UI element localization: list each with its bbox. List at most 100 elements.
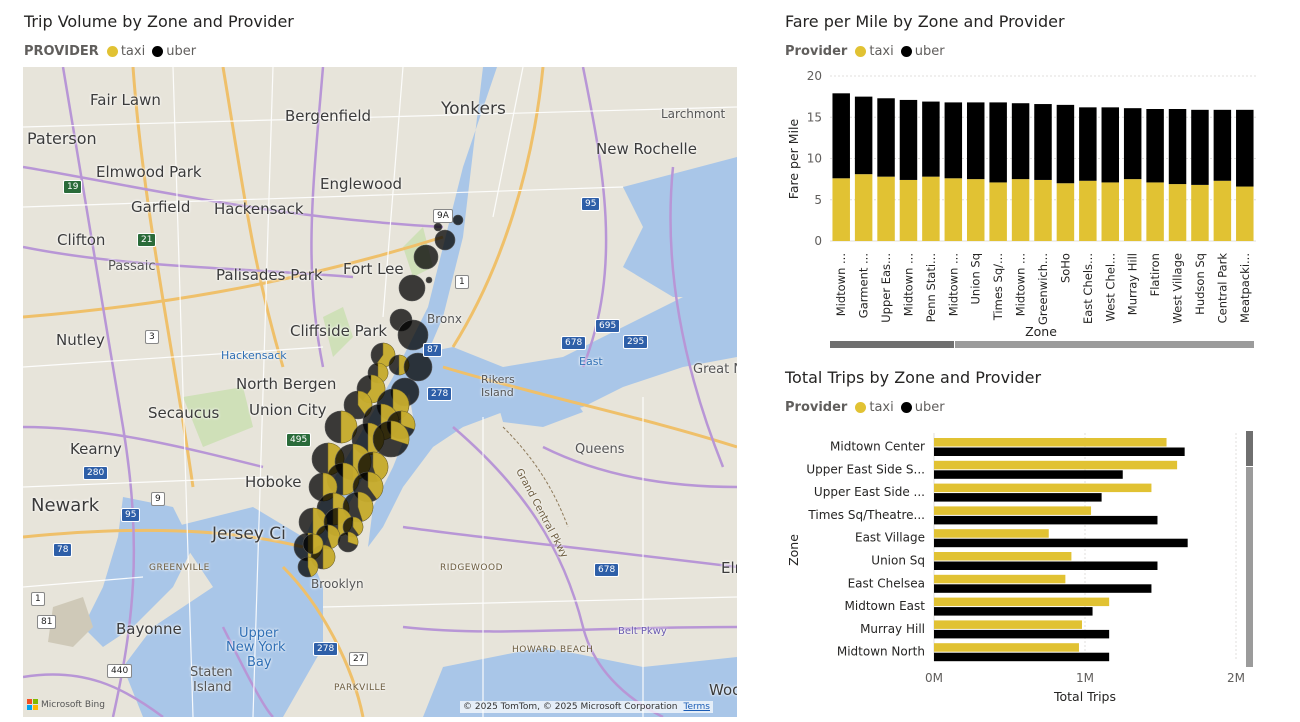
route-shield: 280 [83,466,109,480]
trips-bar-uber[interactable] [934,493,1102,502]
trips-bar-uber[interactable] [934,607,1093,616]
fare-bar-uber[interactable] [1079,107,1097,181]
trips-bar-uber[interactable] [934,652,1110,662]
fare-chart[interactable]: 0 5 10 15 20 Midtown ... Garment ... Upper Eas.… [780,64,1280,354]
fare-bar-uber[interactable] [1034,104,1052,180]
trips-bar-uber[interactable] [934,515,1158,525]
fare-bar-taxi[interactable] [1236,186,1254,241]
map-label-fair-lawn: Fair Lawn [90,91,161,109]
fare-bar-uber[interactable] [1213,109,1232,181]
fare-bar-uber[interactable] [877,98,895,177]
fare-bar-uber[interactable] [922,101,940,177]
fare-bar-taxi[interactable] [1101,182,1120,241]
fare-bar-uber[interactable] [1056,104,1075,184]
legend-item-uber[interactable]: uber [152,44,196,59]
fare-bar-taxi[interactable] [1191,184,1209,241]
fare-bar-uber[interactable] [1011,103,1030,180]
x-tick-label: Garment ... [857,253,871,318]
legend-item-taxi[interactable]: taxi [855,400,894,415]
fare-bar-taxi[interactable] [1011,179,1030,241]
legend-item-taxi[interactable]: taxi [855,44,894,59]
parkway-dash [502,426,569,528]
terms-link[interactable]: Terms [683,702,710,712]
scrollbar-track[interactable] [1246,467,1253,667]
trips-bar-uber[interactable] [934,470,1123,479]
map-label-east-river: East [579,355,603,368]
trips-bar-taxi[interactable] [934,460,1178,470]
map-label-upper-bay-3: Bay [247,655,272,670]
fare-bar-taxi[interactable] [1168,184,1187,241]
legend-item-uber[interactable]: uber [900,400,945,415]
x-tick-label: West Chel... [1103,253,1117,321]
fare-bar-uber[interactable] [989,102,1007,183]
trip-bubble-taxi [352,516,364,536]
fare-bar-taxi[interactable] [1079,180,1097,241]
fare-bar-uber[interactable] [966,102,985,180]
trips-bar-taxi[interactable] [934,574,1066,584]
trips-bar-taxi[interactable] [934,483,1152,493]
trips-bar-taxi[interactable] [934,597,1110,607]
map-label-north-bergen: North Bergen [236,375,337,393]
trips-chart[interactable]: 0M 1M 2M Midtown Center Upper East Side S...… [780,425,1280,710]
fare-bar-uber[interactable] [899,99,918,180]
trip-bubble-uber [452,214,464,226]
trips-bar-taxi[interactable] [934,529,1049,538]
map-attribution: © 2025 TomTom, © 2025 Microsoft Corporat… [460,701,713,713]
fare-bar-taxi[interactable] [966,179,985,241]
route-shield: 81 [37,615,57,629]
jamaica-bay [423,647,737,717]
fare-bar-uber[interactable] [1168,109,1187,185]
fare-bar-taxi[interactable] [944,178,963,241]
fare-bar-taxi[interactable] [1213,180,1232,241]
map-title: Trip Volume by Zone and Provider [24,12,294,31]
trips-bar-uber[interactable] [934,629,1110,639]
scrollbar-thumb[interactable] [1246,431,1253,466]
scrollbar-thumb[interactable] [830,341,954,348]
y-tick-label: Midtown East [845,599,926,613]
park-layer [183,227,433,447]
fare-bar-taxi[interactable] [1056,183,1075,241]
y-tick-label: Union Sq [871,554,925,568]
trips-bar-uber[interactable] [934,584,1152,593]
fare-bar-taxi[interactable] [1146,182,1164,241]
fare-bar-uber[interactable] [1236,109,1254,187]
legend-item-uber[interactable]: uber [900,44,945,59]
trips-bar-uber[interactable] [934,538,1188,548]
fare-bar-taxi[interactable] [1034,179,1052,241]
trips-bar-taxi[interactable] [934,506,1092,515]
fare-bar-taxi[interactable] [1123,179,1142,241]
map-label-bergenfield: Bergenfield [285,107,372,125]
trips-bar-taxi[interactable] [934,552,1072,561]
map-canvas[interactable] [23,67,737,717]
fare-bar-uber[interactable] [1146,109,1164,183]
map-label-ridgewood: RIDGEWOOD [440,563,503,573]
newark-bay [83,497,193,647]
fare-bar-uber[interactable] [1101,107,1120,183]
route-shield: 695 [595,319,621,333]
y-tick-label: 10 [807,152,822,166]
y-tick-label: East Village [855,531,925,545]
fare-bar-taxi[interactable] [854,174,873,241]
fare-bar-taxi[interactable] [989,182,1007,241]
bing-logo[interactable]: Microsoft Bing [27,699,105,710]
legend-title: Provider [785,400,848,415]
route-shield: 295 [623,335,649,349]
fare-bar-uber[interactable] [832,93,850,179]
fare-bar-taxi[interactable] [832,178,850,241]
legend-item-taxi[interactable]: taxi [106,44,145,59]
scrollbar-track[interactable] [955,341,1254,348]
map-view[interactable]: Fair Lawn Bergenfield Yonkers Larchmont … [23,67,737,717]
trips-bar-taxi[interactable] [934,438,1167,447]
trips-bar-taxi[interactable] [934,643,1079,652]
trips-bar-taxi[interactable] [934,620,1082,629]
fare-bar-taxi[interactable] [877,176,895,241]
fare-bar-taxi[interactable] [922,176,940,241]
fare-bar-uber[interactable] [1191,109,1209,185]
fare-bar-uber[interactable] [854,96,873,175]
trips-bar-uber[interactable] [934,561,1158,571]
map-label-nutley: Nutley [56,331,105,349]
fare-bar-taxi[interactable] [899,179,918,241]
fare-bar-uber[interactable] [1123,108,1142,180]
fare-bar-uber[interactable] [944,102,963,179]
trips-bar-uber[interactable] [934,447,1185,457]
